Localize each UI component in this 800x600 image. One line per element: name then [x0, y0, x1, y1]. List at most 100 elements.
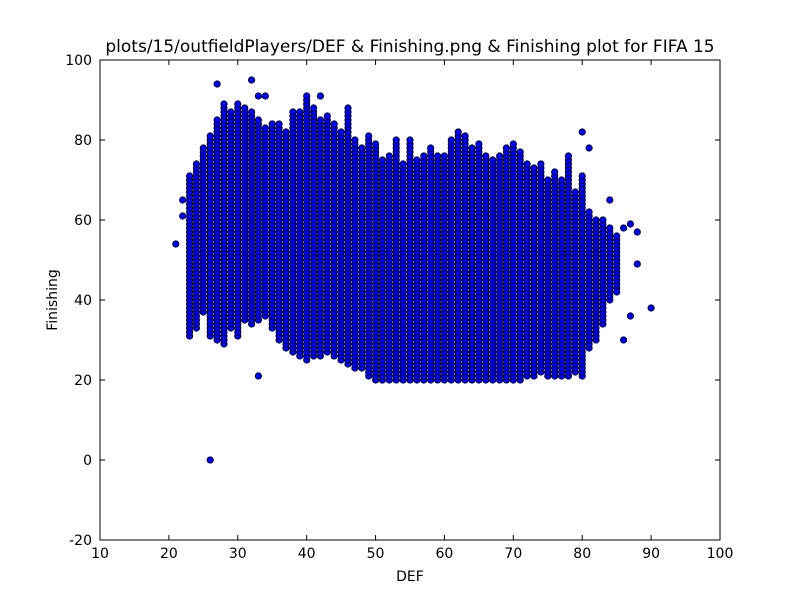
data-point — [309, 104, 318, 112]
data-point — [268, 120, 276, 128]
data-point — [461, 132, 469, 140]
x-tick-label: 20 — [160, 546, 178, 562]
data-point — [606, 224, 614, 232]
data-point — [227, 108, 235, 116]
data-point — [427, 144, 435, 152]
data-point — [619, 336, 628, 344]
data-point — [337, 128, 345, 136]
y-tick-label: 60 — [74, 213, 92, 229]
data-point — [468, 144, 476, 152]
x-tick-label: 90 — [642, 546, 660, 562]
data-point — [454, 128, 462, 136]
y-axis-title: Finishing — [45, 269, 61, 331]
data-point — [578, 172, 586, 180]
data-point — [213, 116, 221, 124]
data-point — [626, 312, 635, 320]
data-point — [613, 288, 621, 296]
data-point — [179, 196, 187, 204]
data-point — [371, 140, 380, 148]
data-point — [365, 132, 373, 140]
data-point — [261, 92, 269, 100]
data-point — [275, 120, 283, 128]
data-point — [254, 92, 262, 100]
data-point — [489, 156, 497, 164]
data-point — [296, 108, 304, 116]
data-point — [199, 144, 207, 152]
data-point — [206, 456, 214, 464]
data-point — [248, 76, 256, 84]
data-point — [613, 232, 621, 240]
data-point — [482, 152, 490, 160]
x-tick-label: 100 — [707, 546, 734, 562]
data-point — [647, 304, 655, 312]
data-point — [261, 124, 269, 132]
data-point — [502, 144, 510, 152]
data-point — [530, 164, 538, 172]
data-point — [564, 152, 573, 160]
x-tick-label: 30 — [229, 546, 247, 562]
data-point — [316, 116, 324, 124]
data-point — [289, 108, 297, 116]
data-point — [392, 136, 400, 144]
data-point — [316, 92, 324, 100]
data-point — [578, 128, 586, 136]
x-tick-label: 40 — [298, 546, 316, 562]
data-point — [440, 152, 448, 160]
y-tick-label: 0 — [83, 453, 92, 469]
data-point — [234, 100, 242, 108]
x-axis-title: DEF — [396, 569, 424, 585]
y-tick-label: 80 — [74, 133, 92, 149]
data-point — [254, 372, 262, 380]
x-tick-label: 80 — [573, 546, 591, 562]
data-point — [344, 104, 352, 112]
x-tick-label: 70 — [504, 546, 522, 562]
data-point — [585, 208, 593, 216]
data-point — [192, 160, 200, 168]
data-point — [330, 120, 338, 128]
data-point — [406, 136, 414, 144]
data-point — [172, 240, 180, 248]
data-point — [385, 152, 393, 160]
data-point — [420, 152, 428, 160]
data-point — [248, 108, 256, 116]
data-point — [282, 128, 290, 136]
data-point — [585, 144, 593, 152]
data-point — [516, 148, 524, 156]
data-point — [495, 152, 504, 160]
data-point — [619, 224, 628, 232]
data-point — [220, 100, 228, 108]
y-tick-label: 40 — [74, 293, 92, 309]
data-point — [599, 216, 607, 224]
data-point — [537, 160, 545, 168]
data-point — [606, 196, 614, 204]
x-tick-label: 60 — [436, 546, 454, 562]
y-tick-label: -20 — [69, 533, 92, 549]
data-point — [241, 104, 249, 112]
data-point — [413, 156, 421, 164]
data-point — [571, 188, 579, 196]
data-point — [447, 136, 455, 144]
data-point — [186, 172, 194, 180]
data-point — [509, 140, 517, 148]
data-point — [351, 136, 359, 144]
data-point — [213, 80, 221, 88]
data-point — [544, 176, 552, 184]
data-point — [358, 144, 366, 152]
data-point — [206, 132, 214, 140]
y-tick-label: 100 — [65, 53, 92, 69]
x-tick-label: 50 — [367, 546, 385, 562]
data-point — [626, 220, 635, 228]
data-point — [179, 212, 187, 220]
data-point — [254, 116, 262, 124]
data-point — [633, 228, 641, 236]
x-tick-label: 10 — [91, 546, 109, 562]
data-point — [551, 168, 559, 176]
y-tick-label: 20 — [74, 373, 92, 389]
data-point — [523, 160, 531, 168]
data-point — [303, 92, 311, 100]
data-point — [323, 112, 331, 120]
data-point — [633, 260, 641, 268]
data-point — [592, 216, 600, 224]
data-point — [433, 152, 442, 160]
